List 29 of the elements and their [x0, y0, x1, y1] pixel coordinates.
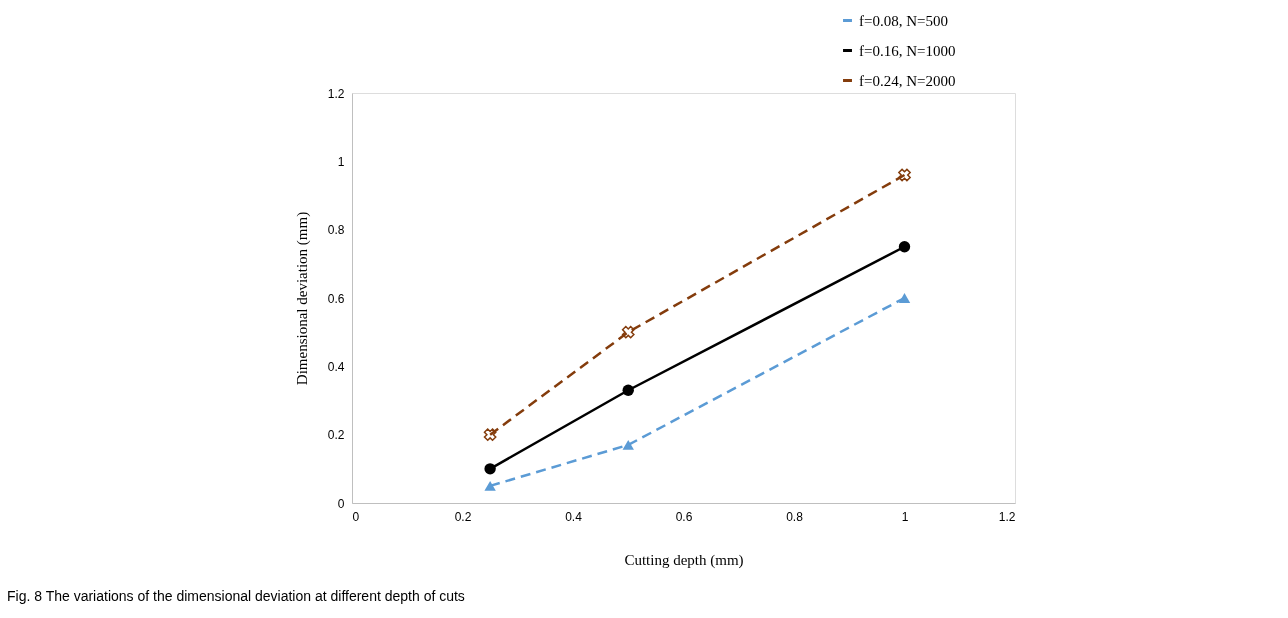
y-tick-label: 1.2 — [327, 86, 345, 101]
point — [622, 439, 634, 450]
x-tick-label: 1.2 — [998, 509, 1016, 524]
y-tick-label: 0.4 — [327, 359, 345, 374]
y-tick-label: 0 — [337, 496, 345, 511]
legend-label: f=0.08, N=500 — [859, 12, 948, 29]
y-axis-title: Dimensional deviation (mm) — [293, 211, 311, 386]
x-axis-title: Cutting depth (mm) — [624, 551, 744, 569]
point — [483, 428, 497, 442]
legend-label: f=0.24, N=2000 — [859, 72, 956, 89]
x-tick-label: 0 — [352, 509, 360, 524]
y-tick-label: 0.8 — [327, 223, 345, 238]
point — [898, 241, 911, 253]
x-tick-label: 0.8 — [786, 509, 804, 524]
point — [898, 168, 911, 182]
x-tick-label: 0.2 — [454, 509, 472, 524]
point — [622, 384, 634, 396]
point — [621, 325, 635, 339]
x-tick-label: 0.4 — [565, 509, 583, 524]
legend-label: f=0.16, N=1000 — [859, 42, 956, 59]
caption: Fig. 8 The variations of the dimensional deviation at different depth of cuts — [7, 588, 465, 604]
y-tick-label: 0.2 — [327, 428, 345, 443]
y-tick-label: 1 — [337, 154, 345, 169]
y-tick-label: 0.6 — [327, 291, 345, 306]
point — [898, 293, 911, 303]
x-tick-label: 1 — [901, 509, 909, 524]
x-tick-label: 0.6 — [675, 509, 693, 524]
point — [484, 480, 496, 491]
point — [484, 463, 496, 475]
